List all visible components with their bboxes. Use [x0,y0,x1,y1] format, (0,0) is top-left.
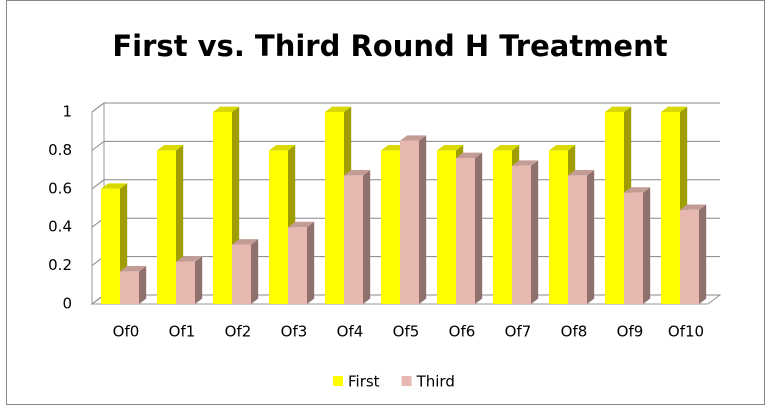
bar [269,150,288,304]
y-tick-label: 1 [62,103,72,121]
bar-top [120,265,147,272]
x-tick-label: Of2 [225,323,252,341]
chart-title: First vs. Third Round H Treatment [112,29,667,63]
bar-top [661,106,688,112]
bar-side [475,152,483,304]
bar-top [344,169,371,176]
x-tick-label: Of10 [668,323,704,341]
legend-label: First [348,373,380,391]
legend-label: Third [416,373,455,391]
bar [232,244,251,304]
y-tick-label: 0 [62,295,72,313]
bar [568,175,587,304]
x-tick-label: Of6 [449,323,476,341]
y-tick-label: 0.4 [48,218,72,236]
legend-swatch [333,376,343,386]
x-tick-label: Of4 [337,323,364,341]
bar [381,150,400,304]
bar [288,227,307,304]
bar [157,150,176,304]
bar-side [363,169,371,304]
bar [549,150,568,304]
bar [120,271,139,304]
bar-side [419,135,427,304]
x-tick-label: Of0 [113,323,140,341]
bar-side [699,204,707,304]
bar-top [101,183,128,189]
x-tick-label: Of3 [281,323,308,341]
bar [661,112,680,304]
bar [176,261,195,304]
bar [344,175,363,304]
x-tick-label: Of7 [505,323,532,341]
bar-top [213,106,240,112]
bar-top [680,204,707,210]
bar [512,165,531,304]
y-tick-label: 0.2 [48,256,72,274]
bar-side [195,256,203,304]
bar [213,112,232,304]
bar-top [325,106,352,112]
bar-side [643,187,651,304]
bar-top [493,145,520,151]
x-tick-label: Of1 [169,323,196,341]
bar-top [157,145,184,151]
bar [437,150,456,304]
bar-side [307,221,315,304]
bar-top [624,187,651,193]
x-tick-label: Of9 [617,323,644,341]
grid-line [91,140,720,151]
bar-top [512,160,539,166]
bar-top [549,145,576,151]
bar [325,112,344,304]
bar-side [587,169,595,304]
bar [493,150,512,304]
bar-top [176,256,203,262]
bar [456,158,475,304]
bar-top [288,221,315,228]
bar [680,209,699,304]
x-tick-label: Of8 [561,323,588,341]
bar-top [568,169,595,176]
bar [101,188,120,304]
grid-line [91,102,720,113]
bar-top [456,152,483,159]
bar-top [437,145,464,151]
bar-top [400,135,427,141]
y-tick-label: 0.6 [48,179,72,197]
bar-side [139,265,147,304]
x-tick-label: Of5 [393,323,420,341]
bar-side [531,160,539,304]
bar-top [605,106,632,112]
bar-top [232,239,259,245]
bar [400,140,419,304]
bar-side [251,239,259,304]
y-tick-label: 0.8 [48,141,72,159]
bar [624,192,643,304]
bar-top [269,145,296,151]
bar [605,112,624,304]
legend-swatch [401,376,412,386]
